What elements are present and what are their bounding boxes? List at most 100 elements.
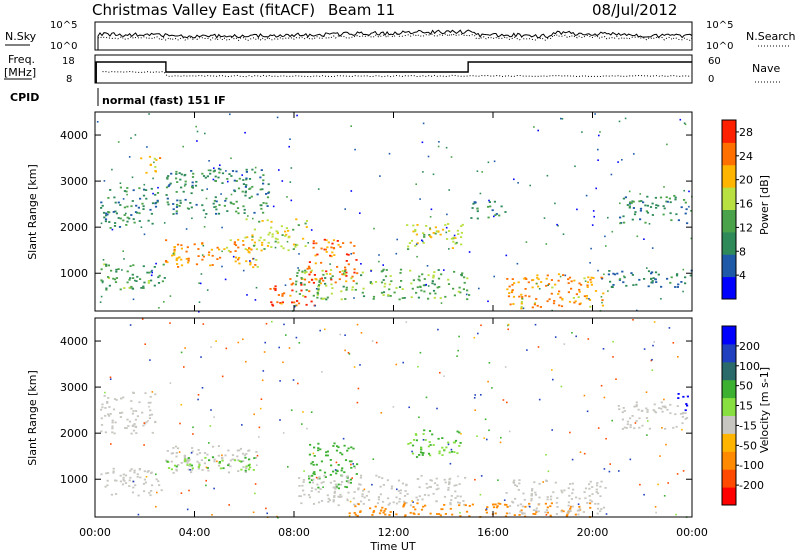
- echo-cell: [336, 445, 339, 448]
- echo-cell: [371, 340, 374, 342]
- echo-cell: [315, 476, 318, 479]
- echo-cell: [548, 298, 551, 301]
- echo-cell: [554, 283, 557, 286]
- echo-cell: [630, 272, 633, 274]
- echo-cell: [447, 443, 450, 446]
- echo-cell: [117, 217, 120, 219]
- echo-cell: [570, 505, 573, 508]
- echo-cell: [298, 293, 301, 295]
- echo-cell: [121, 269, 123, 271]
- echo-cell: [584, 280, 587, 282]
- echo-cell: [172, 213, 175, 215]
- echo-cell: [425, 482, 428, 485]
- echo-cell: [682, 470, 685, 472]
- echo-cell: [202, 323, 205, 325]
- echo-cell: [578, 303, 581, 306]
- echo-cell: [147, 420, 149, 422]
- echo-cell: [202, 175, 206, 177]
- echo-cell: [449, 503, 452, 506]
- echo-cell: [545, 277, 548, 280]
- echo-cell: [175, 210, 178, 213]
- echo-cell: [418, 454, 421, 456]
- echo-cell: [557, 293, 560, 295]
- echo-cell: [149, 395, 152, 398]
- echo-cell: [439, 297, 442, 299]
- echo-cell: [138, 468, 141, 470]
- echo-cell: [468, 505, 471, 507]
- echo-cell: [341, 475, 344, 477]
- echo-cell: [301, 278, 304, 280]
- echo-cell: [632, 200, 635, 203]
- echo-cell: [655, 511, 657, 514]
- echo-cell: [574, 165, 576, 168]
- echo-cell: [284, 235, 287, 237]
- echo-region: [348, 502, 592, 518]
- echo-cell: [241, 190, 244, 193]
- echo-cell: [395, 502, 399, 505]
- echo-cell: [308, 481, 311, 484]
- echo-cell: [301, 423, 303, 425]
- echo-cell: [334, 483, 337, 486]
- colorbar-segment: [722, 469, 736, 488]
- echo-cell: [199, 282, 202, 285]
- echo-cell: [327, 241, 330, 244]
- echo-cell: [197, 394, 200, 396]
- y-tick-label: 3000: [60, 175, 88, 188]
- echo-cell: [294, 305, 296, 308]
- echo-cell: [145, 197, 148, 200]
- echo-cell: [539, 306, 542, 308]
- echo-cell: [197, 467, 200, 470]
- echo-cell: [209, 264, 212, 267]
- echo-cell: [173, 254, 176, 256]
- y-tick-label: 2000: [60, 221, 88, 234]
- echo-cell: [340, 495, 343, 498]
- echo-cell: [647, 285, 650, 288]
- echo-cell: [668, 197, 671, 200]
- echo-cell: [209, 425, 212, 427]
- echo-cell: [675, 213, 678, 216]
- echo-cell: [201, 387, 204, 389]
- echo-cell: [227, 463, 230, 465]
- echo-cell: [330, 464, 333, 467]
- y-tick-label: 2000: [60, 427, 88, 440]
- echo-cell: [443, 478, 446, 481]
- colorbar-tick-label: -200: [739, 479, 764, 492]
- echo-cell: [493, 215, 495, 218]
- echo-cell: [138, 187, 141, 190]
- echo-cell: [601, 301, 603, 304]
- echo-cell: [382, 264, 384, 266]
- echo-cell: [513, 178, 515, 181]
- echo-cell: [136, 415, 139, 418]
- echo-cell: [479, 192, 482, 195]
- echo-cell: [297, 267, 299, 269]
- echo-cell: [303, 493, 306, 496]
- echo-cell: [623, 221, 626, 224]
- echo-cell: [545, 284, 548, 287]
- echo-cell: [260, 249, 263, 252]
- echo-cell: [350, 466, 353, 469]
- echo-cell: [379, 485, 382, 488]
- echo-cell: [649, 206, 653, 208]
- echo-cell: [279, 419, 281, 421]
- echo-cell: [436, 484, 439, 487]
- echo-cell: [677, 356, 679, 358]
- echo-cell: [320, 481, 323, 484]
- echo-cell: [618, 278, 622, 280]
- echo-cell: [152, 192, 154, 195]
- echo-cell: [329, 254, 332, 257]
- echo-cell: [111, 427, 114, 430]
- echo-cell: [447, 489, 450, 491]
- echo-cell: [105, 287, 108, 290]
- echo-cell: [420, 289, 423, 292]
- echo-cell: [663, 405, 666, 408]
- echo-cell: [119, 412, 122, 414]
- echo-cell: [277, 241, 280, 244]
- echo-cell: [359, 364, 361, 366]
- echo-cell: [255, 286, 258, 289]
- echo-cell: [320, 500, 324, 502]
- echo-cell: [681, 422, 684, 425]
- echo-cell: [345, 288, 348, 291]
- echo-cell: [651, 214, 654, 216]
- echo-cell: [683, 199, 686, 201]
- echo-cell: [417, 513, 420, 516]
